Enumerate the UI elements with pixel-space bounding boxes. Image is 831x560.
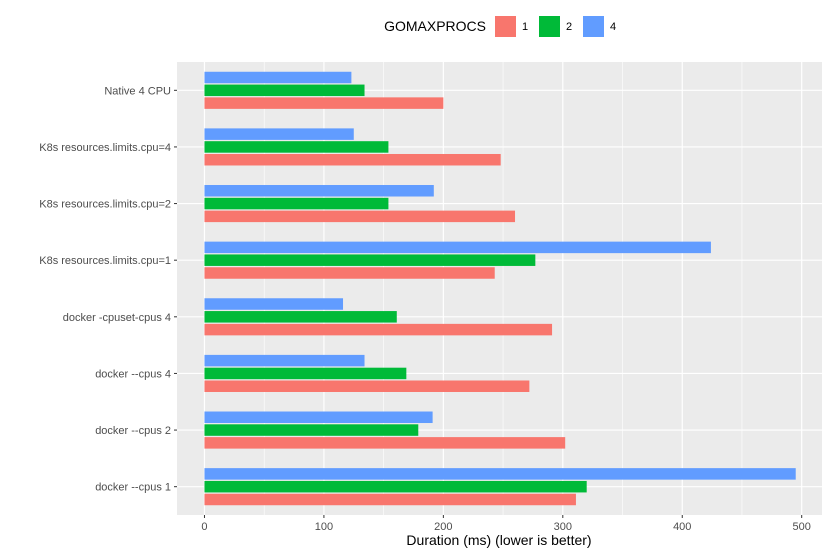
bar-2-3 bbox=[204, 254, 536, 266]
legend-title: GOMAXPROCS bbox=[384, 18, 486, 34]
x-tick-label: 300 bbox=[554, 521, 572, 533]
legend-key-2 bbox=[539, 16, 560, 37]
bar-4-2 bbox=[204, 185, 434, 197]
legend: GOMAXPROCS 1 2 4 bbox=[384, 16, 616, 37]
bar-4-7 bbox=[204, 468, 796, 480]
bar-1-4 bbox=[204, 323, 553, 336]
bar-2-6 bbox=[204, 424, 419, 436]
bar-4-0 bbox=[204, 71, 352, 84]
legend-key-1 bbox=[495, 16, 516, 37]
x-tick-label: 200 bbox=[434, 521, 452, 533]
x-axis-title: Duration (ms) (lower is better) bbox=[406, 532, 591, 548]
bar-2-1 bbox=[204, 141, 389, 153]
y-tick-label: docker -cpuset-cpus 4 bbox=[63, 312, 171, 324]
bar-1-6 bbox=[204, 437, 566, 449]
y-axis: Native 4 CPU K8s resources.limits.cpu=4 K8… bbox=[39, 85, 177, 494]
bar-1-7 bbox=[204, 493, 576, 506]
bar-2-7 bbox=[204, 480, 587, 493]
x-tick-label: 0 bbox=[201, 521, 207, 533]
x-axis: 0 100 200 300 400 500 bbox=[201, 515, 811, 533]
bar-4-3 bbox=[204, 241, 711, 254]
bar-2-5 bbox=[204, 367, 407, 380]
y-tick-label: docker --cpus 2 bbox=[95, 425, 171, 437]
bar-4-4 bbox=[204, 298, 344, 310]
bar-4-1 bbox=[204, 128, 354, 140]
bars bbox=[204, 71, 796, 506]
y-tick-label: K8s resources.limits.cpu=2 bbox=[39, 199, 171, 211]
y-tick-label: docker --cpus 1 bbox=[95, 482, 171, 494]
bar-4-6 bbox=[204, 411, 433, 424]
bar-1-5 bbox=[204, 380, 530, 392]
legend-label-2: 2 bbox=[566, 21, 572, 33]
bar-1-0 bbox=[204, 97, 444, 109]
bar-1-2 bbox=[204, 210, 516, 223]
x-tick-label: 100 bbox=[315, 521, 333, 533]
x-tick-label: 400 bbox=[673, 521, 691, 533]
legend-label-4: 4 bbox=[610, 21, 616, 33]
x-tick-label: 500 bbox=[793, 521, 811, 533]
legend-items: 1 2 4 bbox=[495, 16, 616, 37]
bar-2-0 bbox=[204, 84, 365, 97]
legend-key-4 bbox=[583, 16, 604, 37]
bar-2-4 bbox=[204, 311, 397, 323]
y-tick-label: K8s resources.limits.cpu=1 bbox=[39, 255, 171, 267]
y-tick-label: K8s resources.limits.cpu=4 bbox=[39, 142, 171, 154]
legend-label-1: 1 bbox=[522, 21, 528, 33]
y-tick-label: docker --cpus 4 bbox=[95, 368, 171, 380]
y-tick-label: Native 4 CPU bbox=[104, 85, 171, 97]
bar-1-1 bbox=[204, 153, 501, 166]
bar-4-5 bbox=[204, 354, 365, 367]
bar-1-3 bbox=[204, 267, 495, 279]
bar-2-2 bbox=[204, 197, 389, 210]
